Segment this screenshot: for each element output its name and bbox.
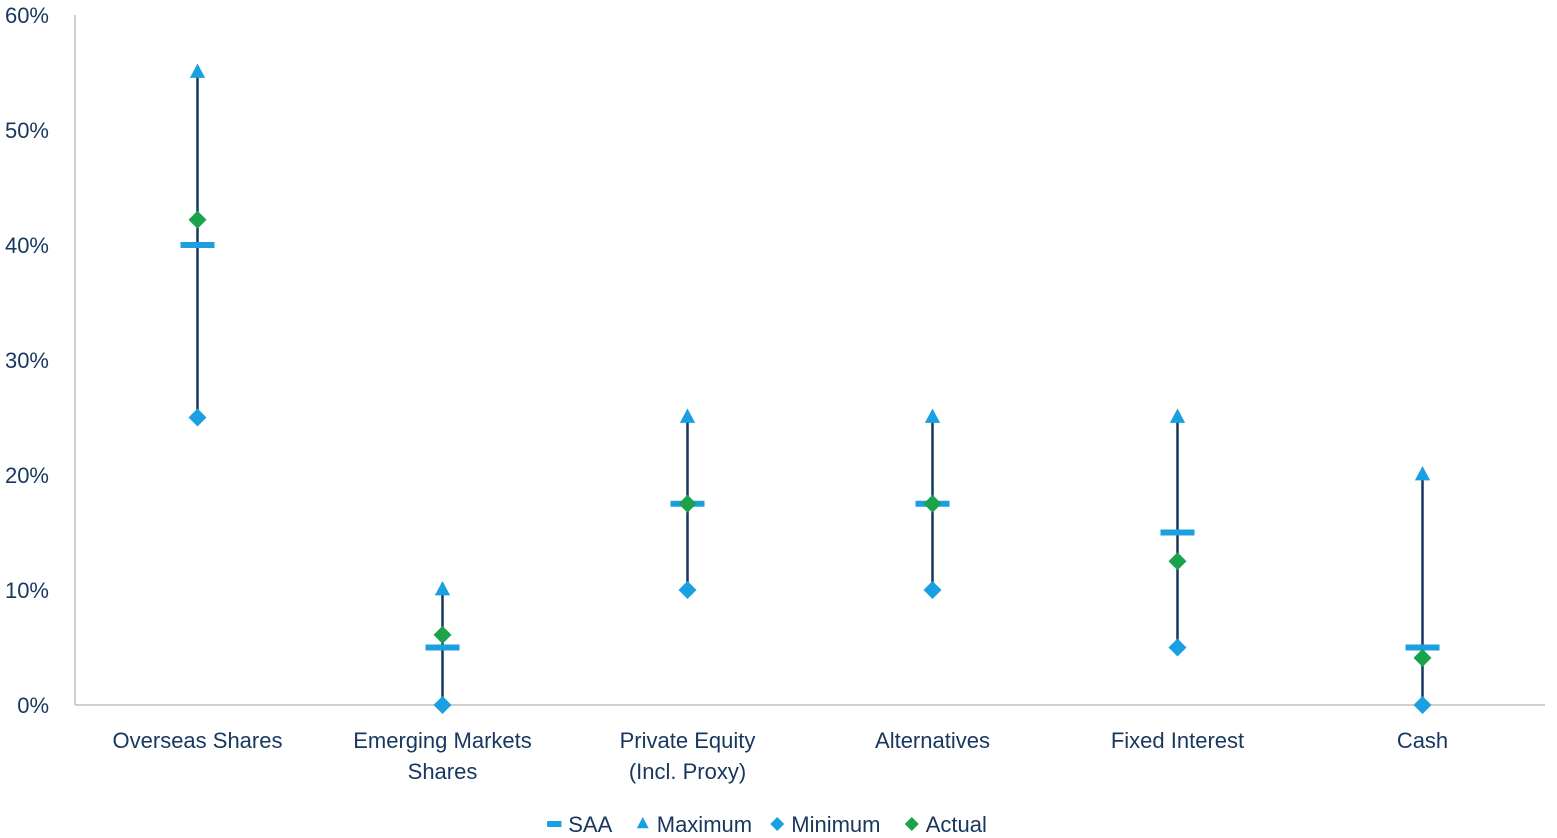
minimum-marker: [433, 696, 452, 714]
x-category-label: Cash: [1397, 728, 1448, 753]
x-category-label-line: Alternatives: [875, 728, 990, 753]
legend-item-maximum: Maximum: [636, 812, 752, 837]
x-category-label: Private Equity (Incl. Proxy): [620, 728, 756, 784]
legend-label: Actual: [926, 812, 987, 837]
data-markers: [180, 63, 1440, 714]
legend-item-actual: Actual: [904, 812, 987, 837]
minimum-marker: [188, 408, 207, 427]
maximum-marker: [924, 408, 941, 423]
x-axis: Overseas Shares Emerging Markets Shares Pri…: [75, 704, 1545, 784]
legend-minimum-symbol: [770, 817, 785, 831]
maximum-marker: [189, 63, 206, 78]
range-lines: [196, 72, 1424, 705]
x-category-label-line: Overseas Shares: [113, 728, 283, 753]
y-tick-label: 60%: [5, 3, 49, 28]
actual-marker: [188, 210, 207, 229]
x-category-label-line: Shares: [408, 759, 478, 784]
x-category-label-line: Cash: [1397, 728, 1448, 753]
saa-marker: [1405, 644, 1440, 651]
minimum-marker: [923, 581, 942, 599]
actual-marker: [923, 494, 942, 513]
legend-label: SAA: [568, 812, 612, 837]
saa-marker: [1160, 529, 1195, 536]
y-tick-label: 40%: [5, 233, 49, 258]
legend-label: Maximum: [657, 812, 752, 837]
x-category-label-line: Emerging Markets: [353, 728, 532, 753]
y-tick-label: 50%: [5, 118, 49, 143]
minimum-marker: [678, 581, 697, 599]
saa-marker: [425, 644, 460, 651]
legend-maximum-symbol: [636, 817, 649, 829]
legend-label: Minimum: [791, 812, 880, 837]
x-category-label: Emerging Markets Shares: [353, 728, 532, 784]
minimum-marker: [1413, 696, 1432, 714]
actual-marker: [1413, 648, 1432, 667]
actual-marker: [433, 625, 452, 644]
y-tick-label: 10%: [5, 578, 49, 603]
x-category-label-line: Private Equity: [620, 728, 756, 753]
legend-saa-symbol: [547, 821, 562, 827]
x-category-label: Fixed Interest: [1111, 728, 1244, 753]
y-tick-label: 30%: [5, 348, 49, 373]
legend-actual-symbol: [904, 817, 919, 831]
actual-marker: [678, 494, 697, 513]
legend-item-minimum: Minimum: [770, 812, 880, 837]
x-category-label: Overseas Shares: [113, 728, 283, 753]
minimum-marker: [1168, 638, 1187, 657]
maximum-marker: [679, 408, 696, 423]
legend: SAA Maximum Minimum Actual: [547, 812, 987, 837]
y-tick-label: 20%: [5, 463, 49, 488]
x-category-label-line: (Incl. Proxy): [629, 759, 746, 784]
maximum-marker: [1169, 408, 1186, 423]
maximum-marker: [1414, 466, 1431, 481]
saa-marker: [180, 242, 215, 248]
maximum-marker: [434, 581, 451, 596]
x-category-label-line: Fixed Interest: [1111, 728, 1244, 753]
x-category-label: Alternatives: [875, 728, 990, 753]
y-axis: 0% 10% 20% 30% 40% 50% 60%: [5, 3, 76, 718]
y-tick-label: 0%: [17, 693, 49, 718]
legend-item-saa: SAA: [547, 812, 613, 837]
actual-marker: [1168, 552, 1187, 571]
